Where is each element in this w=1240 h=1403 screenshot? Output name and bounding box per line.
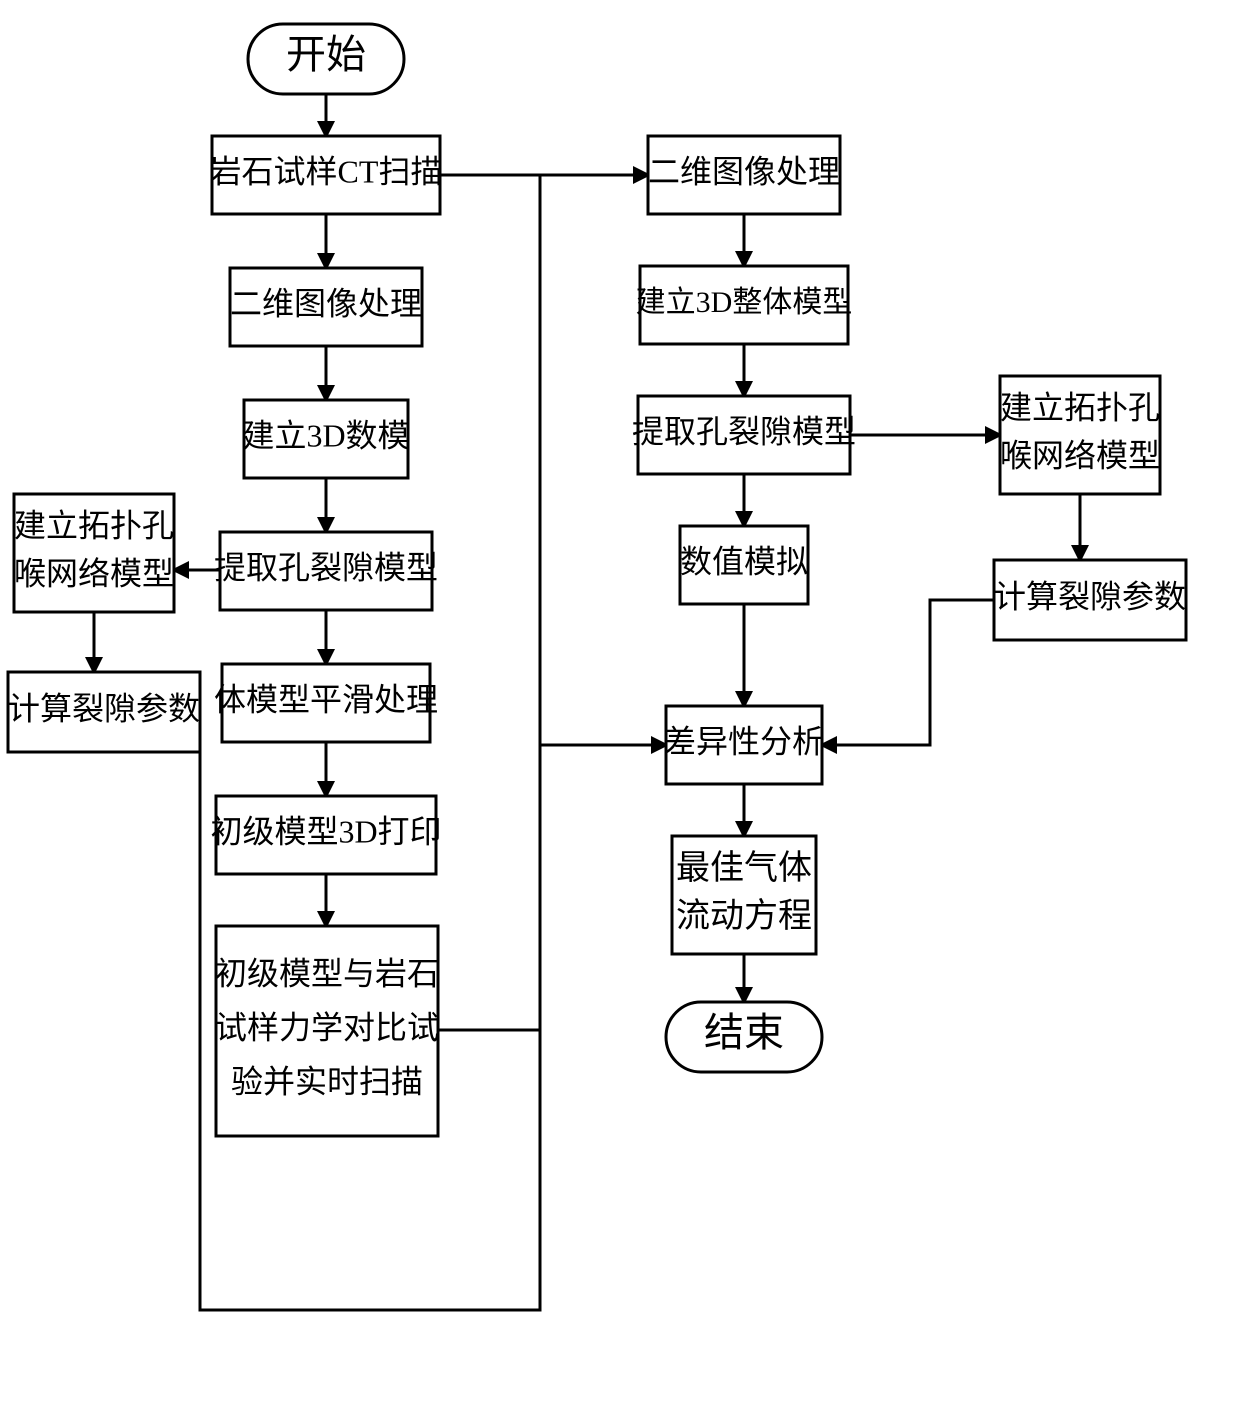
- node-m5: 差异性分析: [664, 706, 824, 784]
- node-m6: 最佳气体流动方程: [672, 836, 816, 954]
- node-n7-label: 验并实时扫描: [231, 1063, 423, 1099]
- node-n1-label: 岩石试样CT扫描: [210, 153, 443, 189]
- node-n6: 初级模型3D打印: [210, 796, 441, 874]
- node-n6-label: 初级模型3D打印: [210, 813, 441, 849]
- node-m1-label: 二维图像处理: [648, 153, 840, 189]
- node-r2: 计算裂隙参数: [994, 560, 1186, 640]
- node-m2: 建立3D整体模型: [636, 266, 853, 344]
- node-n7-label: 初级模型与岩石: [215, 955, 439, 991]
- node-start: 开始: [248, 24, 404, 94]
- edge: [822, 600, 994, 745]
- node-n4-label: 提取孔裂隙模型: [214, 549, 438, 585]
- node-n4: 提取孔裂隙模型: [214, 532, 438, 610]
- node-m2-label: 建立3D整体模型: [636, 286, 853, 319]
- node-n1: 岩石试样CT扫描: [210, 136, 443, 214]
- node-r2-label: 计算裂隙参数: [994, 578, 1186, 614]
- node-n3: 建立3D数模: [242, 400, 409, 478]
- node-m6-label: 流动方程: [676, 897, 812, 935]
- node-n3-label: 建立3D数模: [242, 417, 409, 453]
- node-l1-label: 建立拓扑孔: [14, 507, 174, 543]
- node-n5: 体模型平滑处理: [214, 664, 438, 742]
- node-n7-label: 试样力学对比试: [215, 1009, 439, 1045]
- node-m4-label: 数值模拟: [680, 543, 808, 579]
- node-n2: 二维图像处理: [230, 268, 422, 346]
- node-m5-label: 差异性分析: [664, 723, 824, 759]
- node-r1-label: 喉网络模型: [1000, 437, 1160, 473]
- node-end-label: 结束: [704, 1010, 784, 1055]
- node-start-label: 开始: [286, 32, 366, 77]
- node-m1: 二维图像处理: [648, 136, 840, 214]
- node-m3-label: 提取孔裂隙模型: [632, 413, 856, 449]
- node-l2-label: 计算裂隙参数: [8, 690, 200, 726]
- node-r1: 建立拓扑孔喉网络模型: [1000, 376, 1160, 494]
- node-m4: 数值模拟: [680, 526, 808, 604]
- node-m6-label: 最佳气体: [676, 849, 812, 887]
- node-n7: 初级模型与岩石试样力学对比试验并实时扫描: [215, 926, 439, 1136]
- flowchart: 开始岩石试样CT扫描二维图像处理建立3D数模提取孔裂隙模型体模型平滑处理初级模型…: [0, 0, 1240, 1403]
- node-n5-label: 体模型平滑处理: [214, 681, 438, 717]
- node-l1: 建立拓扑孔喉网络模型: [14, 494, 174, 612]
- node-l2: 计算裂隙参数: [8, 672, 200, 752]
- node-m3: 提取孔裂隙模型: [632, 396, 856, 474]
- node-l1-label: 喉网络模型: [14, 555, 174, 591]
- node-n2-label: 二维图像处理: [230, 285, 422, 321]
- node-end: 结束: [666, 1002, 822, 1072]
- node-r1-label: 建立拓扑孔: [1000, 389, 1160, 425]
